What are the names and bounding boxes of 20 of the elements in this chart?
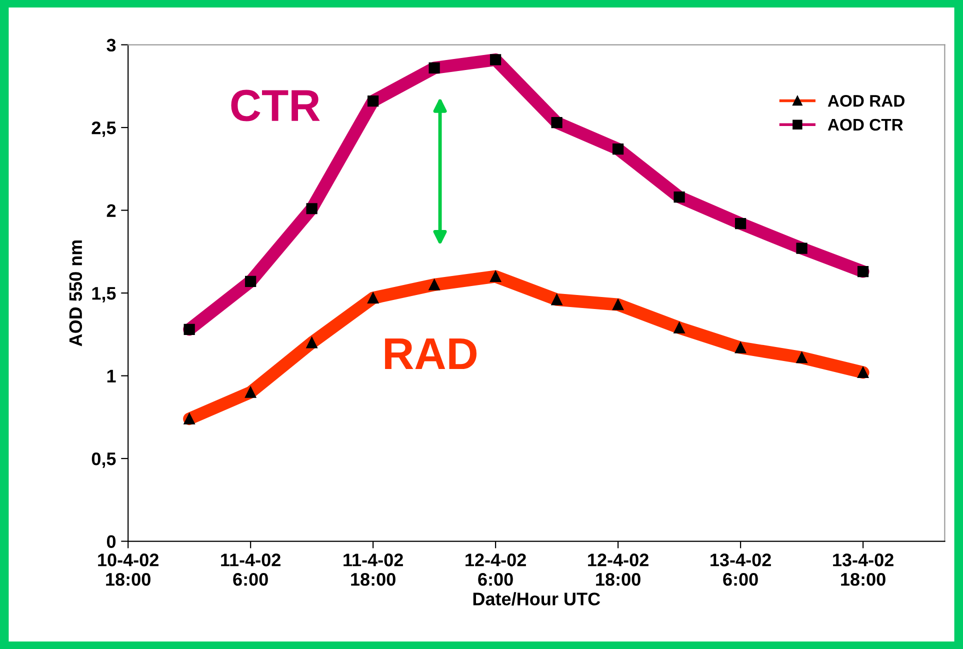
x-tick-label: 12-4-02 18:00 [588,554,648,586]
x-tick-label: 13-4-02 18:00 [833,554,894,586]
x-tick-label: 13-4-02 6:00 [710,554,771,586]
y-tick-label: 2 [106,204,116,217]
y-tick-label: 0 [106,535,116,548]
y-tick-label: 1,5 [92,287,116,302]
legend-label: AOD CTR [828,118,904,131]
x-axis-title: Date/Hour UTC [473,592,600,606]
x-tick-label: 12-4-02 6:00 [466,554,526,586]
y-tick-label: 3 [106,38,116,52]
annotation: RAD [385,338,477,370]
y-tick-label: 2,5 [92,121,116,137]
x-tick-label: 11-4-02 18:00 [344,554,403,586]
x-tick-label: 11-4-02 6:00 [221,554,280,586]
legend-label: AOD RAD [828,94,905,107]
y-tick-label: 1 [107,370,116,382]
x-tick-label: 10-4-02 18:00 [98,554,158,586]
y-tick-label: 0,5 [92,452,116,468]
annotation: CTR [231,90,320,122]
y-axis-title: AOD 550 nm [69,240,82,346]
